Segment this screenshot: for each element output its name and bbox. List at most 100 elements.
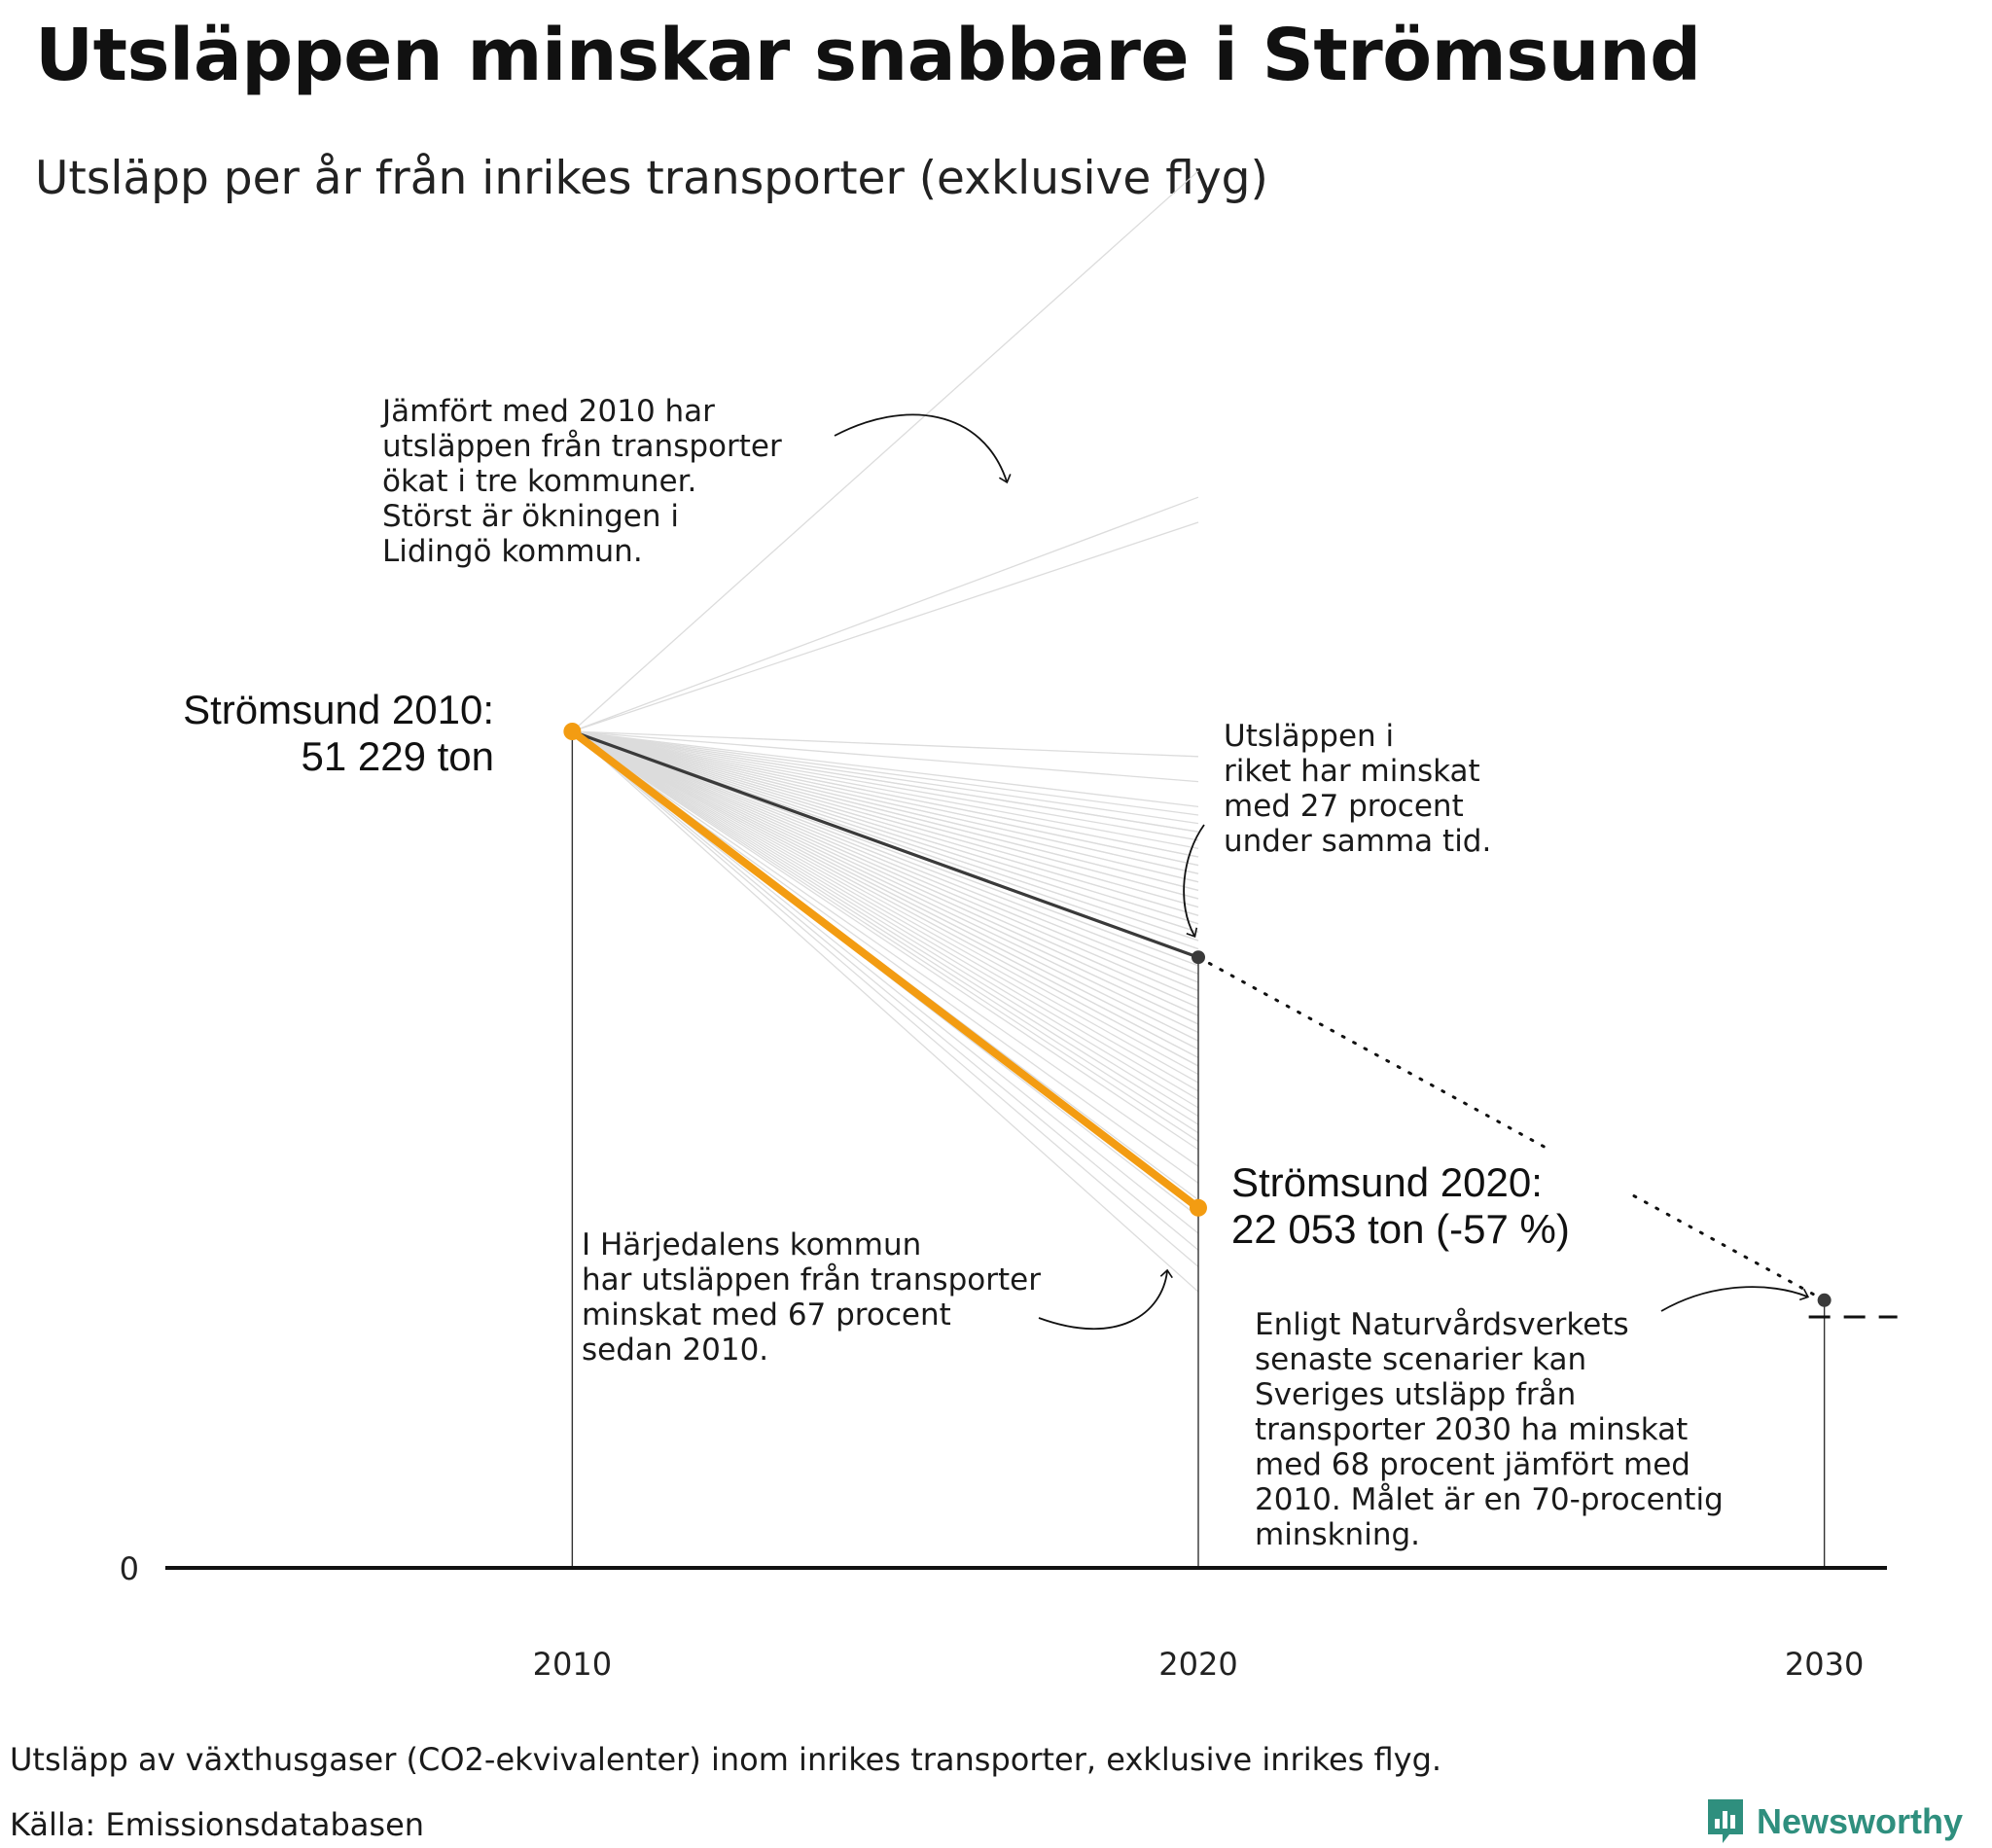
municipality-line: [571, 170, 1199, 732]
municipality-line: [572, 730, 1199, 833]
annotation-national: Utsläppen i riket har minskat med 27 proce…: [1224, 719, 1491, 859]
harjedalen-arrow: [1038, 1268, 1173, 1331]
annotation-national-line: med 27 procent: [1224, 789, 1464, 824]
label-stromsund-2010-line: 51 229 ton: [301, 733, 494, 779]
brand-name: Newsworthy: [1757, 1801, 1964, 1841]
annotation-scenario-line: Sveriges utsläpp från: [1255, 1377, 1576, 1412]
municipality-line: [572, 730, 1199, 1118]
municipality-line: [572, 730, 1199, 858]
annotation-increase-line: utsläppen från transporter: [382, 429, 782, 464]
newsworthy-icon: [1708, 1799, 1743, 1843]
municipality-line: [572, 730, 1199, 1134]
annotation-scenario-line: 2010. Målet är en 70-procentig: [1255, 1482, 1724, 1517]
municipality-line: [572, 730, 1199, 816]
municipality-line: [572, 730, 1199, 976]
label-stromsund-2020: Strömsund 2020: 22 053 ton (-57 %): [1231, 1159, 1570, 1252]
annotation-scenario-line: senaste scenarier kan: [1255, 1342, 1586, 1377]
national-point-2020: [1192, 950, 1205, 965]
annotation-scenario: Enligt Naturvårdsverkets senaste scenarie…: [1255, 1307, 1724, 1552]
national-projection-line: [1196, 955, 1548, 1150]
municipality-line: [572, 730, 1199, 808]
municipality-line: [572, 730, 1199, 1050]
municipality-line: [572, 730, 1199, 1042]
municipality-line: [572, 730, 1199, 1000]
stromsund-point-2020: [1190, 1198, 1207, 1217]
municipality-line: [572, 730, 1199, 942]
municipality-line: [571, 730, 1199, 1293]
label-stromsund-2010: Strömsund 2010: 51 229 ton: [183, 687, 494, 779]
annotation-harjedalen: I Härjedalens kommun har utsläppen från t…: [582, 1227, 1041, 1368]
municipality-line: [572, 730, 1199, 850]
annotation-harjedalen-line: sedan 2010.: [582, 1333, 768, 1368]
national-projection-line: [1632, 1194, 1827, 1302]
municipality-line: [572, 730, 1199, 867]
annotation-national-line: riket har minskat: [1224, 754, 1480, 789]
annotation-harjedalen-line: har utsläppen från transporter: [582, 1262, 1041, 1297]
municipality-line: [572, 730, 1199, 900]
municipality-line: [572, 521, 1199, 732]
national-point-2030: [1817, 1293, 1832, 1307]
label-stromsund-2020-line: Strömsund 2020:: [1231, 1159, 1543, 1205]
annotation-increase: Jämfört med 2010 har utsläppen från trans…: [380, 394, 782, 569]
municipality-line: [572, 730, 1199, 883]
municipality-line: [572, 730, 1199, 783]
series: [563, 723, 1898, 1319]
municipality-line: [572, 730, 1199, 925]
newsworthy-logo: Newsworthy: [1704, 1797, 1963, 1846]
municipality-line: [572, 730, 1199, 916]
annotation-scenario-line: Enligt Naturvårdsverkets: [1255, 1307, 1629, 1342]
municipality-line: [572, 730, 1199, 1016]
municipality-line: [572, 496, 1199, 732]
scenario-arrow: [1660, 1286, 1810, 1312]
x-tick-label: 2020: [1158, 1646, 1237, 1683]
annotation-increase-line: Störst är ökningen i: [382, 499, 679, 534]
municipality-line: [572, 730, 1199, 841]
municipality-line: [571, 730, 1199, 1167]
municipality-line: [572, 730, 1199, 1092]
annotation-national-line: under samma tid.: [1224, 824, 1491, 859]
axes: 0 2010 2020 2030: [120, 731, 1887, 1683]
municipality-line: [572, 730, 1199, 1025]
municipality-line: [572, 730, 1199, 1084]
annotation-scenario-line: transporter 2030 ha minskat: [1255, 1412, 1688, 1447]
municipality-line: [571, 730, 1199, 1267]
y-tick-label: 0: [120, 1550, 139, 1587]
label-stromsund-2010-line: Strömsund 2010:: [183, 687, 494, 732]
chart-subtitle: Utsläpp per år från inrikes transporter …: [35, 152, 1268, 205]
labels: Jämfört med 2010 har utsläppen från trans…: [183, 394, 1724, 1552]
annotation-scenario-line: minskning.: [1255, 1517, 1420, 1552]
municipality-line: [572, 730, 1199, 1009]
x-tick-label: 2030: [1785, 1646, 1864, 1683]
annotation-harjedalen-line: I Härjedalens kommun: [582, 1227, 921, 1262]
stromsund-line: [568, 728, 1202, 1212]
municipality-line: [571, 730, 1199, 1251]
annotation-increase-line: Jämfört med 2010 har: [380, 394, 715, 429]
x-tick-label: 2010: [533, 1646, 612, 1683]
stromsund-point-2010: [563, 723, 582, 740]
municipality-line: [572, 730, 1199, 908]
municipality-line: [572, 730, 1199, 992]
municipality-line: [572, 730, 1199, 1100]
increase-arrow: [834, 413, 1012, 484]
national-line: [571, 729, 1199, 959]
chart-title: Utsläppen minskar snabbare i Strömsund: [35, 14, 1701, 97]
municipality-line: [572, 730, 1199, 983]
footer-note: Utsläpp av växthusgaser (CO2-ekvivalente…: [10, 1741, 1442, 1778]
municipality-line: [572, 730, 1199, 758]
annotation-national-line: Utsläppen i: [1224, 719, 1394, 754]
municipality-line: [572, 730, 1199, 934]
municipality-line: [572, 730, 1199, 1034]
municipality-line: [572, 730, 1199, 874]
municipality-line: [572, 730, 1199, 1142]
municipality-line: [572, 730, 1199, 825]
municipality-line: [572, 730, 1199, 1058]
annotation-scenario-line: med 68 procent jämfört med: [1255, 1447, 1690, 1482]
annotation-arrows: [834, 413, 1810, 1331]
municipality-line: [572, 730, 1199, 1109]
annotation-increase-line: Lidingö kommun.: [382, 534, 643, 569]
national-arrow: [1183, 824, 1205, 938]
municipality-lines: [571, 170, 1199, 1293]
footer-source: Källa: Emissionsdatabasen: [10, 1806, 425, 1843]
